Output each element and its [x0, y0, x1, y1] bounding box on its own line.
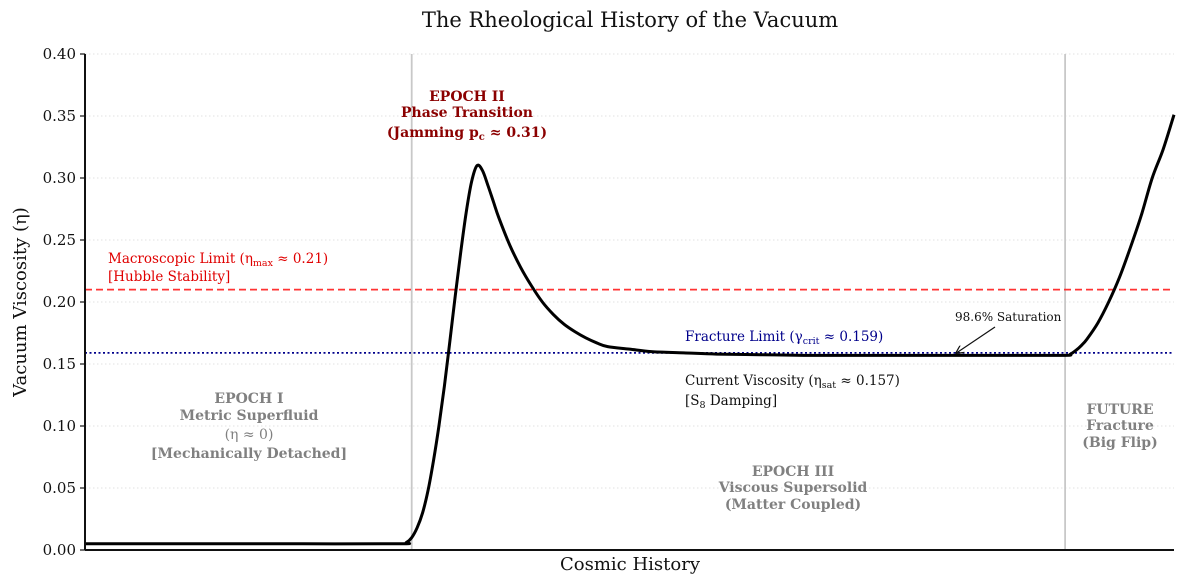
y-tick-label: 0.10 — [43, 417, 76, 435]
grid — [85, 53, 1174, 489]
epoch-3-name: Viscous Supersolid — [718, 480, 868, 496]
epoch-3-title: EPOCH III — [752, 464, 834, 480]
future-name: Fracture — [1086, 418, 1154, 434]
future-annotation: FUTURE Fracture (Big Flip) — [1082, 402, 1157, 451]
saturation-annotation: 98.6% Saturation — [955, 310, 1062, 353]
future-note: (Big Flip) — [1082, 435, 1157, 451]
current-viscosity-annotation: Current Viscosity (ηsat ≈ 0.157) [S8 Dam… — [685, 373, 900, 411]
x-axis-label: Cosmic History — [560, 554, 701, 575]
y-tick-label: 0.20 — [43, 293, 76, 311]
y-tick-label: 0.05 — [43, 479, 76, 497]
y-tick-label: 0.30 — [43, 169, 76, 187]
epoch-3-annotation: EPOCH III Viscous Supersolid (Matter Cou… — [718, 464, 868, 513]
series-group — [84, 114, 1176, 546]
macroscopic-limit-label: Macroscopic Limit (ηmax ≈ 0.21) — [108, 251, 328, 269]
epoch-3-note: (Matter Coupled) — [725, 497, 861, 513]
epoch-2-annotation: EPOCH II Phase Transition (Jamming pc ≈ … — [387, 89, 547, 143]
epoch-1-note: [Mechanically Detached] — [151, 446, 347, 462]
current-viscosity-note: [S8 Damping] — [685, 393, 777, 411]
y-tick-label: 0.40 — [43, 45, 76, 63]
saturation-label: 98.6% Saturation — [955, 310, 1062, 324]
macroscopic-limit-annotation: Macroscopic Limit (ηmax ≈ 0.21) [Hubble … — [108, 251, 328, 285]
macroscopic-limit-note: [Hubble Stability] — [108, 269, 230, 285]
saturation-arrow — [956, 326, 996, 353]
y-tick-label: 0.35 — [43, 107, 76, 125]
epoch-2-title: EPOCH II — [429, 89, 505, 105]
current-viscosity-label: Current Viscosity (ηsat ≈ 0.157) — [685, 373, 900, 391]
y-tick-label: 0.25 — [43, 231, 76, 249]
y-tick-label: 0.15 — [43, 355, 76, 373]
epoch-1-name: Metric Superfluid — [180, 408, 319, 424]
epoch-1-title: EPOCH I — [214, 391, 283, 407]
epoch-2-name: Phase Transition — [401, 105, 533, 121]
future-title: FUTURE — [1086, 402, 1153, 418]
viscosity-curve — [84, 114, 1176, 546]
y-axis-label: Vacuum Viscosity (η) — [10, 207, 31, 398]
epoch-1-annotation: EPOCH I Metric Superfluid (η ≈ 0) [Mecha… — [151, 391, 347, 462]
chart-title: The Rheological History of the Vacuum — [422, 8, 838, 32]
reference-lines — [85, 288, 1174, 354]
y-tick-label: 0.00 — [43, 541, 76, 559]
epoch-1-value: (η ≈ 0) — [225, 427, 274, 443]
epoch-2-value: (Jamming pc ≈ 0.31) — [387, 125, 547, 143]
fracture-limit-label: Fracture Limit (γcrit ≈ 0.159) — [685, 329, 883, 347]
epoch-dividers — [410, 54, 1066, 550]
y-ticks: 0.00 0.05 0.10 0.15 0.20 0.25 0.30 0.35 0.40 — [43, 45, 85, 559]
